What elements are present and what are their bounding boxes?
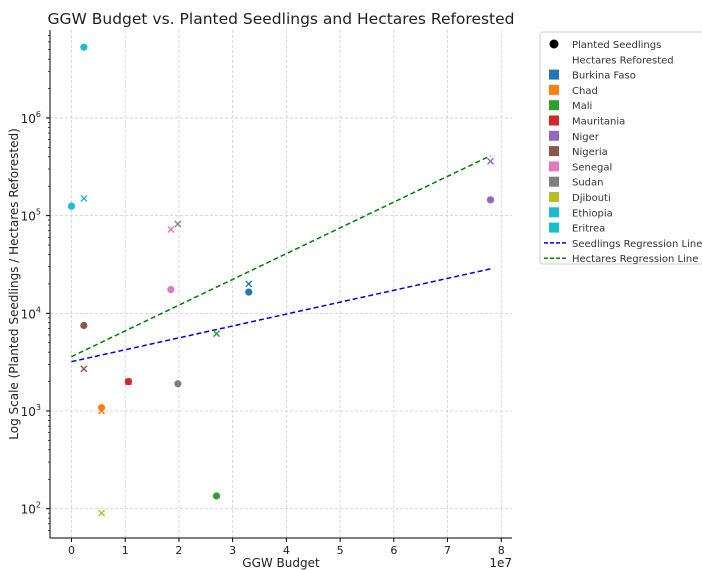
legend-label: Niger	[572, 132, 600, 143]
hectares-point	[98, 509, 106, 517]
legend-item: Nigeria	[549, 146, 608, 158]
legend-swatch	[549, 115, 559, 126]
hectares-point	[80, 194, 88, 202]
hectares-point	[487, 157, 495, 165]
hectares-point	[167, 226, 175, 234]
legend-item: Seedlings Regression Line	[544, 239, 702, 250]
legend-item: Hectares Regression Line	[544, 254, 698, 265]
legend-swatch	[549, 176, 559, 187]
hectares-mark-stroke	[167, 226, 175, 234]
x-tick-label: 3	[229, 544, 236, 557]
legend-label: Senegal	[572, 162, 612, 173]
legend-label: Hectares Regression Line	[572, 254, 698, 265]
legend-swatch	[549, 161, 559, 172]
y-tick-label: 105	[21, 208, 41, 224]
legend-item: Hectares Reforested	[572, 55, 674, 66]
x-tick-label: 0	[68, 544, 75, 557]
hectares-mark-stroke	[80, 194, 88, 202]
hectares-mark-stroke	[98, 509, 106, 517]
x-tick-label: 4	[283, 544, 290, 557]
legend-label: Hectares Reforested	[572, 55, 674, 66]
x-tick-label: 5	[337, 544, 344, 557]
legend-item: Djibouti	[549, 192, 611, 204]
y-tick-label: 106	[21, 110, 41, 126]
legend-swatch	[549, 207, 559, 218]
legend-item: Burkina Faso	[549, 69, 636, 82]
x-tick-label: 6	[390, 544, 397, 557]
legend-item: Niger	[549, 130, 600, 143]
seedlings-point	[80, 321, 88, 330]
legend: Planted Seedlings Hectares Reforested Burk…	[539, 31, 702, 265]
y-tick-label: 104	[21, 305, 41, 321]
seedlings-point	[245, 288, 253, 296]
y-ticks: 102 103 104 105 106	[21, 35, 50, 531]
hectares-point	[98, 407, 106, 415]
grid	[50, 30, 512, 538]
seedlings-point	[212, 492, 221, 500]
seedlings-point	[80, 43, 88, 51]
x-axis-label: GGW Budget	[242, 556, 320, 570]
legend-label: Sudan	[572, 178, 604, 189]
hectares-mark-stroke	[80, 365, 88, 373]
legend-marker	[549, 39, 559, 49]
x-tick-label: 1	[122, 544, 129, 557]
hectares-point	[174, 220, 182, 228]
legend-label: Eritrea	[572, 224, 605, 235]
hectares-mark-stroke	[245, 280, 253, 288]
legend-swatch	[549, 146, 559, 157]
legend-label: Burkina Faso	[572, 71, 636, 82]
x-tick-label: 7	[444, 544, 451, 557]
legend-label: Chad	[572, 86, 598, 97]
seedlings-point	[67, 202, 76, 210]
legend-item: Mauritania	[549, 115, 625, 128]
hectares-point	[245, 280, 253, 288]
legend-item: Mali	[549, 100, 592, 112]
seedlings-point	[167, 285, 175, 294]
hectares-mark-stroke	[98, 407, 106, 415]
legend-item: Sudan	[549, 176, 604, 189]
legend-item: Senegal	[549, 161, 612, 173]
data-points	[67, 43, 495, 517]
axes	[49, 30, 512, 539]
legend-label: Mauritania	[572, 117, 625, 128]
y-axis-label: Log Scale (Planted Seedlings / Hectares …	[7, 128, 21, 440]
seedlings-point	[486, 196, 495, 204]
legend-swatch	[549, 100, 559, 111]
hectares-mark-stroke	[124, 378, 132, 386]
legend-label: Planted Seedlings	[572, 40, 661, 51]
y-tick-label: 103	[21, 403, 41, 419]
y-tick-label: 102	[21, 501, 41, 517]
seedlings-point	[174, 380, 182, 388]
legend-item: Eritrea	[549, 222, 605, 235]
x-tick-label: 8	[498, 544, 505, 557]
x-tick-label: 2	[175, 544, 182, 557]
regression-line	[71, 268, 491, 363]
hectares-mark-stroke	[213, 330, 221, 338]
chart-title: GGW Budget vs. Planted Seedlings and Hec…	[47, 10, 514, 28]
legend-swatch	[549, 192, 559, 202]
legend-swatch	[549, 130, 559, 141]
legend-box	[539, 31, 702, 265]
x-ticks: 0 1 2 3 4 5 6 7 8	[68, 538, 505, 557]
x-axis-offset-label: 1e7	[489, 556, 512, 570]
legend-item: Planted Seedlings	[549, 39, 661, 51]
legend-label: Mali	[572, 101, 592, 112]
legend-swatch	[549, 69, 559, 80]
regression-line	[71, 155, 491, 358]
legend-label: Djibouti	[572, 193, 611, 204]
hectares-mark-stroke	[487, 157, 495, 165]
legend-item: Chad	[549, 84, 598, 97]
hectares-point	[80, 365, 88, 373]
hectares-point	[124, 378, 132, 386]
legend-label: Ethiopia	[572, 208, 613, 219]
legend-label: Seedlings Regression Line	[572, 239, 702, 250]
legend-swatch	[549, 84, 559, 95]
legend-item: Ethiopia	[549, 207, 613, 219]
legend-swatch	[549, 222, 559, 233]
hectares-point	[213, 330, 221, 338]
hectares-mark-stroke	[174, 220, 182, 228]
regression-lines	[71, 155, 491, 363]
legend-label: Nigeria	[572, 147, 608, 158]
